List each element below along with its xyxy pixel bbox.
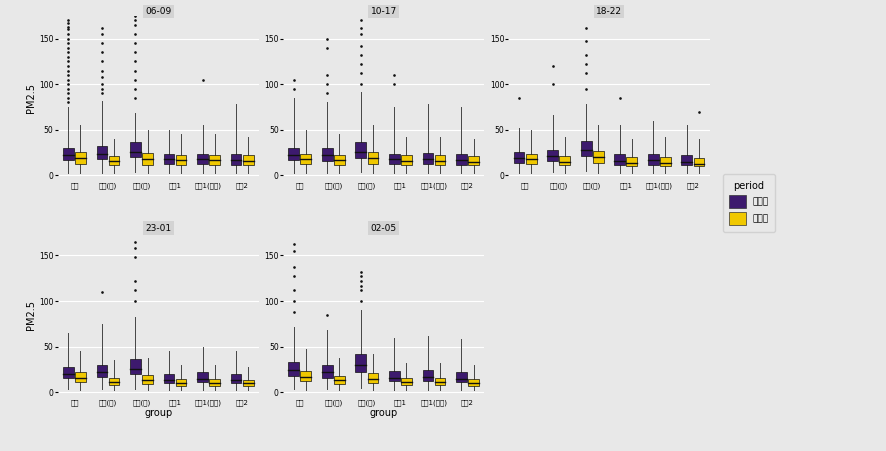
Bar xyxy=(163,154,175,164)
Bar xyxy=(334,156,345,165)
Bar xyxy=(243,380,253,386)
Bar xyxy=(300,371,311,382)
Bar xyxy=(63,367,74,378)
Bar xyxy=(626,157,636,166)
Y-axis label: PM2.5: PM2.5 xyxy=(27,300,36,330)
Bar xyxy=(355,142,366,158)
Bar xyxy=(614,155,625,166)
Bar xyxy=(334,376,345,384)
Bar xyxy=(108,378,120,385)
Bar xyxy=(209,156,220,165)
Text: 23-01: 23-01 xyxy=(145,224,171,233)
Bar xyxy=(75,152,86,164)
Bar xyxy=(163,374,175,383)
Bar xyxy=(422,370,432,382)
Bar xyxy=(455,154,466,165)
Bar xyxy=(389,154,400,164)
Bar xyxy=(197,154,207,164)
Bar xyxy=(422,153,432,164)
Bar xyxy=(175,156,186,165)
Bar xyxy=(130,142,141,157)
Bar xyxy=(647,154,658,165)
Bar xyxy=(63,148,74,160)
Bar xyxy=(468,379,478,386)
Bar xyxy=(288,362,299,376)
Bar xyxy=(559,156,570,166)
Bar xyxy=(400,378,411,385)
Bar xyxy=(367,373,377,383)
Bar xyxy=(230,374,241,383)
Text: 10-17: 10-17 xyxy=(370,7,396,16)
Bar xyxy=(230,155,241,165)
Bar xyxy=(367,152,377,164)
Bar xyxy=(659,157,670,166)
Bar xyxy=(525,154,536,164)
Bar xyxy=(680,156,691,166)
Bar xyxy=(434,378,445,385)
Bar xyxy=(592,151,603,163)
Bar xyxy=(580,141,591,156)
Bar xyxy=(288,148,299,160)
Bar xyxy=(209,379,220,386)
Bar xyxy=(243,156,253,166)
Text: 06-09: 06-09 xyxy=(145,7,171,16)
Bar xyxy=(455,372,466,382)
Bar xyxy=(547,150,557,161)
Text: 18-22: 18-22 xyxy=(595,7,621,16)
Bar xyxy=(322,148,332,161)
Bar xyxy=(142,153,152,165)
Text: 02-05: 02-05 xyxy=(370,224,396,233)
Bar xyxy=(108,156,120,166)
Bar xyxy=(300,154,311,164)
X-axis label: group: group xyxy=(144,408,172,419)
Legend: 설치전, 설치후: 설치전, 설치후 xyxy=(722,175,774,231)
Bar xyxy=(468,156,478,166)
X-axis label: group: group xyxy=(369,408,397,419)
Bar xyxy=(400,156,411,165)
Y-axis label: PM2.5: PM2.5 xyxy=(27,83,36,113)
Bar xyxy=(130,359,141,374)
Bar xyxy=(389,371,400,382)
Bar xyxy=(75,372,86,382)
Bar xyxy=(97,365,107,377)
Bar xyxy=(322,365,332,378)
Bar xyxy=(513,152,524,163)
Bar xyxy=(197,372,207,382)
Bar xyxy=(142,375,152,384)
Bar xyxy=(434,156,445,165)
Bar xyxy=(693,158,703,166)
Bar xyxy=(355,354,366,372)
Bar xyxy=(175,379,186,386)
Bar xyxy=(97,146,107,159)
